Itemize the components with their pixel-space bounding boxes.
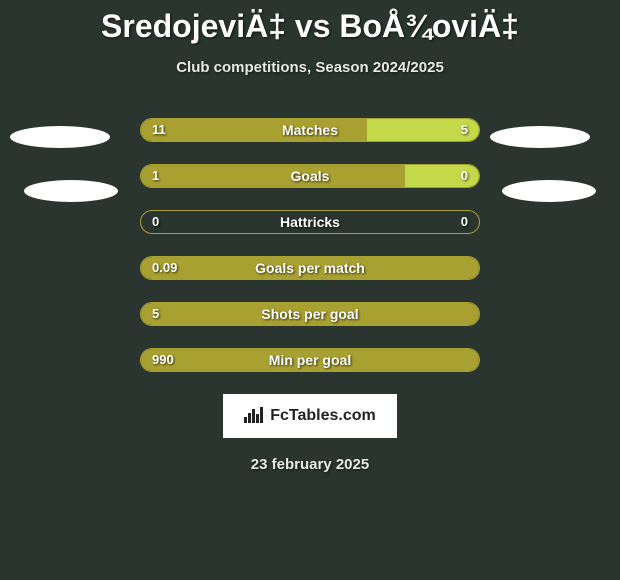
stat-label: Goals per match (140, 256, 480, 280)
avatar-ellipse (502, 180, 596, 202)
stat-row: 10Goals (140, 164, 480, 188)
stat-row: 115Matches (140, 118, 480, 142)
logo-content: FcTables.com (244, 405, 376, 428)
avatar-ellipse (490, 126, 590, 148)
fctables-logo: FcTables.com (223, 394, 397, 438)
avatar-ellipse (10, 126, 110, 148)
stat-label: Goals (140, 164, 480, 188)
avatar-ellipse (24, 180, 118, 202)
chart-icon (244, 405, 264, 428)
stat-row: 00Hattricks (140, 210, 480, 234)
stat-row: 0.09Goals per match (140, 256, 480, 280)
date-label: 23 february 2025 (0, 456, 620, 473)
stat-label: Min per goal (140, 348, 480, 372)
comparison-subtitle: Club competitions, Season 2024/2025 (0, 59, 620, 76)
stats-container: 115Matches 10Goals 00Hattricks 0.09Goals pe… (0, 118, 620, 372)
logo-text: FcTables.com (270, 407, 376, 425)
stat-label: Hattricks (140, 210, 480, 234)
stat-row: 5Shots per goal (140, 302, 480, 326)
stat-label: Matches (140, 118, 480, 142)
stat-row: 990Min per goal (140, 348, 480, 372)
comparison-title: SredojeviÄ‡ vs BoÅ¾oviÄ‡ (0, 0, 620, 45)
stat-label: Shots per goal (140, 302, 480, 326)
